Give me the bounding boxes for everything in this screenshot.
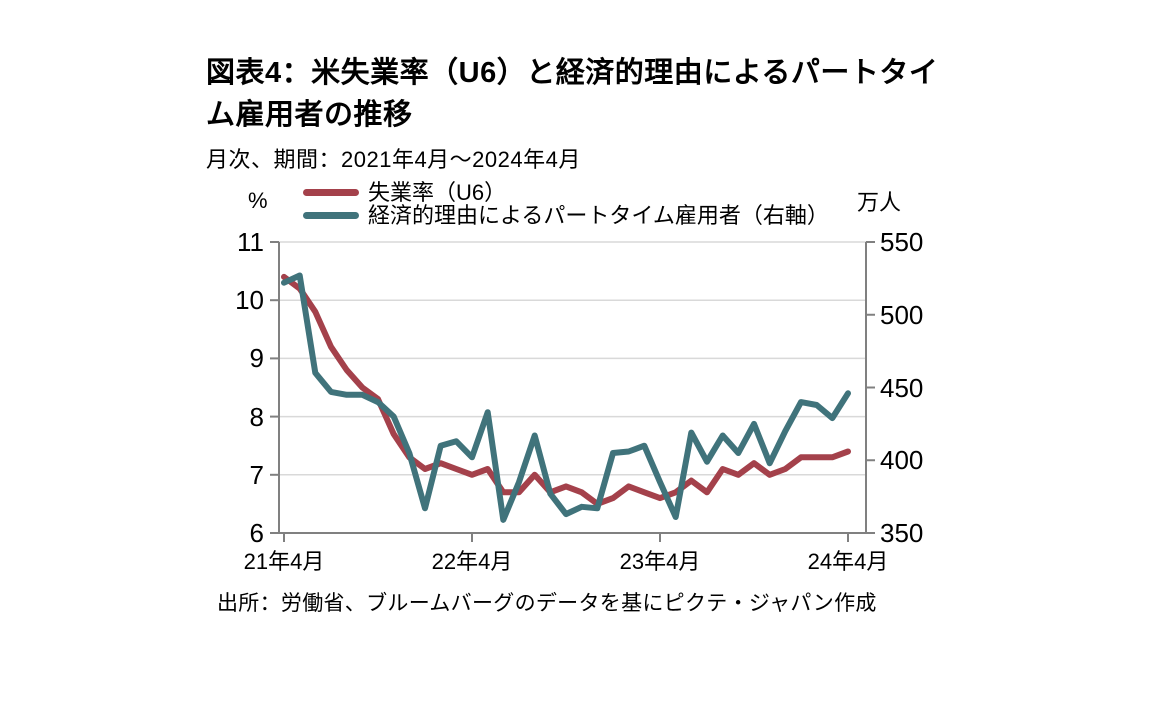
legend-item-u6: 失業率（U6）	[303, 181, 829, 204]
legend-label-parttime: 経済的理由によるパートタイム雇用者（右軸）	[368, 202, 829, 228]
u6-line	[281, 273, 851, 507]
x-axis-label: 23年4月	[619, 549, 701, 574]
parttime-line-swatch	[303, 212, 359, 219]
x-axis-label: 24年4月	[807, 549, 889, 574]
legend-item-parttime: 経済的理由によるパートタイム雇用者（右軸）	[303, 204, 829, 227]
chart-subtitle: 月次、期間：2021年4月～2024年4月	[206, 147, 581, 172]
chart-title: 図表4：米失業率（U6）と経済的理由によるパートタイム雇用者の推移	[206, 57, 939, 132]
left-axis-label: 10	[235, 285, 264, 316]
left-axis-label: 8	[249, 401, 264, 432]
legend: 失業率（U6） 経済的理由によるパートタイム雇用者（右軸）	[303, 181, 829, 227]
left-axis-label: 11	[237, 227, 264, 257]
right-axis-label: 400	[880, 445, 924, 476]
left-axis-unit: %	[248, 188, 268, 213]
legend-label-u6: 失業率（U6）	[368, 179, 507, 205]
right-axis-label: 350	[880, 518, 924, 548]
u6-line-swatch	[303, 189, 359, 196]
x-axis-label: 21年4月	[243, 549, 325, 574]
left-axis-label: 9	[249, 343, 264, 374]
right-axis-label: 550	[880, 227, 924, 257]
left-axis-label: 6	[249, 518, 264, 548]
source-note: 出所：労働省、ブルームバーグのデータを基にピクテ・ジャパン作成	[217, 592, 877, 615]
left-axis-label: 7	[249, 459, 264, 490]
x-axis-label: 22年4月	[431, 549, 513, 574]
parttime-line	[281, 272, 851, 523]
right-axis-unit: 万人	[857, 190, 902, 215]
right-axis-label: 500	[880, 299, 924, 330]
right-axis-label: 450	[880, 372, 924, 403]
